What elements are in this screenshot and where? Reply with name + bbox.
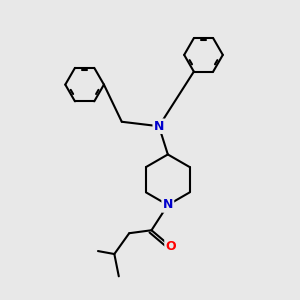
Text: N: N — [154, 120, 164, 133]
Text: O: O — [166, 240, 176, 253]
Text: N: N — [163, 199, 173, 212]
